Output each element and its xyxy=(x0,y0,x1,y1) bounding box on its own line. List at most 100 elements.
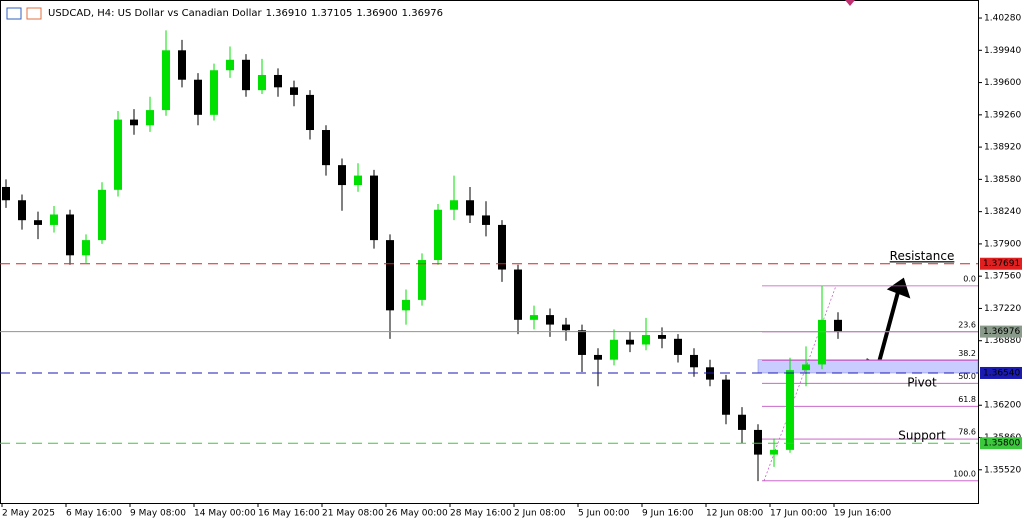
y-tick-label: 1.40280 xyxy=(984,14,1021,24)
candle-body xyxy=(338,165,346,186)
x-tick-label: 16 May 16:00 xyxy=(258,509,320,519)
candle-body xyxy=(802,364,810,371)
y-tick-label: 1.39600 xyxy=(984,78,1021,88)
fib-label: 23.6 xyxy=(958,320,976,329)
fib-label: 78.6 xyxy=(958,428,976,437)
candle-body xyxy=(130,119,138,126)
level-name: Resistance xyxy=(890,249,955,263)
y-tick-label: 1.39940 xyxy=(984,46,1021,56)
candle-body xyxy=(818,319,826,365)
x-tick-label: 9 Jun 16:00 xyxy=(642,509,694,519)
y-tick-label: 1.37560 xyxy=(984,272,1021,282)
candle-body xyxy=(82,240,90,256)
candle-body xyxy=(626,339,634,345)
candle-body xyxy=(722,379,730,415)
y-tick-label: 1.39260 xyxy=(984,110,1021,120)
candle-body xyxy=(258,74,266,91)
candle-body xyxy=(402,299,410,311)
y-tick-label: 1.37900 xyxy=(984,239,1021,249)
chart-title: USDCAD, H4: US Dollar vs Canadian Dollar xyxy=(48,8,262,19)
fib-label: 100.0 xyxy=(953,469,976,478)
y-tick-label: 1.36200 xyxy=(984,401,1021,411)
x-tick-label: 26 May 00:00 xyxy=(386,509,448,519)
icon xyxy=(26,7,42,20)
candle-body xyxy=(498,224,506,270)
candle-body xyxy=(210,70,218,115)
candle-body xyxy=(674,338,682,355)
y-tick-label: 1.38580 xyxy=(984,175,1021,185)
candle-body xyxy=(2,186,10,201)
header-value: 1.37105 xyxy=(311,8,352,19)
candle-body xyxy=(562,324,570,331)
candle-body xyxy=(274,74,282,88)
x-tick-label: 19 Jun 16:00 xyxy=(834,509,891,519)
candle-body xyxy=(770,449,778,455)
candle-body xyxy=(354,175,362,186)
candle-body xyxy=(306,94,314,131)
fib-trend xyxy=(763,285,837,481)
price-tag xyxy=(980,257,1022,270)
icon xyxy=(6,7,22,20)
x-tick-label: 12 Jun 08:00 xyxy=(706,509,763,519)
candle-body xyxy=(290,87,298,95)
candle-body xyxy=(786,370,794,450)
fib-label: 38.2 xyxy=(958,349,976,358)
arrow-head xyxy=(886,277,911,299)
candle-body xyxy=(226,59,234,71)
candle-body xyxy=(34,220,42,225)
price-tag-label: 1.35800 xyxy=(983,439,1020,449)
candle-body xyxy=(530,315,538,320)
price-tag-label: 1.36976 xyxy=(983,327,1020,337)
x-tick-label: 28 May 16:00 xyxy=(450,509,512,519)
candle-body xyxy=(514,269,522,320)
candle-body xyxy=(386,240,394,311)
price-tag xyxy=(980,325,1022,338)
plot-frame xyxy=(0,0,979,504)
x-tick-label: 9 May 08:00 xyxy=(130,509,186,519)
level-name: Support xyxy=(898,429,946,443)
y-tick-label: 1.36880 xyxy=(984,336,1021,346)
price-tag-label: 1.37691 xyxy=(983,259,1020,269)
candle-body xyxy=(834,319,842,332)
candle-body xyxy=(50,214,58,225)
candle-body xyxy=(194,79,202,115)
fib-label: 0.0 xyxy=(963,274,976,283)
candle-body xyxy=(434,209,442,261)
fib-label: 61.8 xyxy=(958,395,976,404)
candle-body xyxy=(178,50,186,80)
candle-body xyxy=(418,260,426,300)
candle-body xyxy=(546,315,554,325)
candle-body xyxy=(754,429,762,455)
price-tag xyxy=(980,437,1022,450)
y-tick-label: 1.37220 xyxy=(984,304,1021,314)
candle-body xyxy=(322,130,330,166)
x-tick-label: 5 Jun 00:00 xyxy=(578,509,630,519)
x-tick-label: 17 Jun 00:00 xyxy=(770,509,827,519)
candle-body xyxy=(114,119,122,190)
header-value: 1.36900 xyxy=(356,8,397,19)
candle-body xyxy=(66,214,74,256)
candle-body xyxy=(450,200,458,210)
candle-body xyxy=(162,50,170,111)
candle-body xyxy=(690,354,698,368)
candle-body xyxy=(482,215,490,225)
candle-body xyxy=(466,200,474,216)
x-tick-label: 2 May 2025 xyxy=(2,509,55,519)
price-tag-label: 1.36540 xyxy=(983,368,1020,378)
candle-body xyxy=(370,175,378,241)
x-tick-label: 2 Jun 08:00 xyxy=(514,509,566,519)
candle-body xyxy=(18,200,26,221)
y-tick-label: 1.38920 xyxy=(984,143,1021,153)
candle-body xyxy=(658,335,666,339)
y-tick-label: 1.38240 xyxy=(984,207,1021,217)
candle-body xyxy=(642,335,650,345)
level-name: Pivot xyxy=(907,375,937,389)
fib-label: 50.0 xyxy=(958,372,976,381)
candle-body xyxy=(738,414,746,430)
y-tick-label: 1.35520 xyxy=(984,465,1021,475)
candle-body xyxy=(98,189,106,241)
candle-body xyxy=(242,59,250,91)
header-icons xyxy=(6,7,42,20)
